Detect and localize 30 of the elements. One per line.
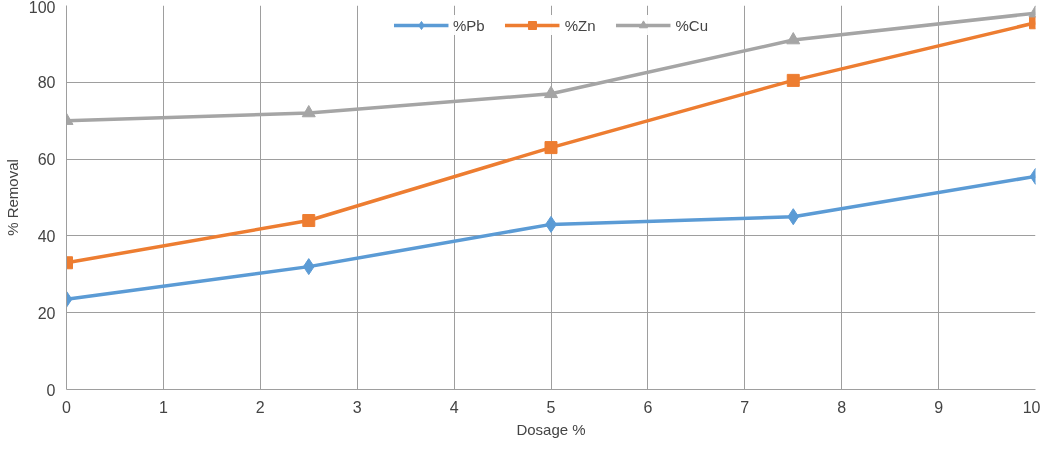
point [544,85,558,99]
point [301,105,316,118]
y-tick-label: 80 [37,74,56,92]
x-tick-label: 0 [62,398,72,416]
x-axis-title: Dosage % [516,420,586,438]
point [787,208,800,226]
y-tick-label: 60 [37,151,56,169]
y-axis-title: % Removal [3,159,21,236]
point [302,258,315,276]
point [302,214,316,228]
x-tick-label: 9 [934,398,944,416]
y-tick-label: 40 [37,227,56,245]
point [544,141,558,155]
x-tick-label: 7 [740,398,750,416]
y-tick-label: 100 [28,0,56,16]
y-tick-label: 0 [46,381,56,399]
legend-label: %Pb [452,16,485,34]
x-tick-label: 8 [837,398,847,416]
x-tick-label: 10 [1022,398,1041,416]
point [786,32,801,45]
x-tick-label: 6 [643,398,653,416]
x-tick-label: 1 [158,398,168,416]
x-tick-label: 2 [255,398,265,416]
y-tick-label: 20 [37,304,56,322]
x-tick-label: 5 [546,398,556,416]
x-tick-label: 4 [449,398,459,416]
point [786,73,800,87]
legend-label: %Cu [675,16,709,34]
x-tick-label: 3 [352,398,362,416]
legend-label: %Zn [564,16,596,34]
